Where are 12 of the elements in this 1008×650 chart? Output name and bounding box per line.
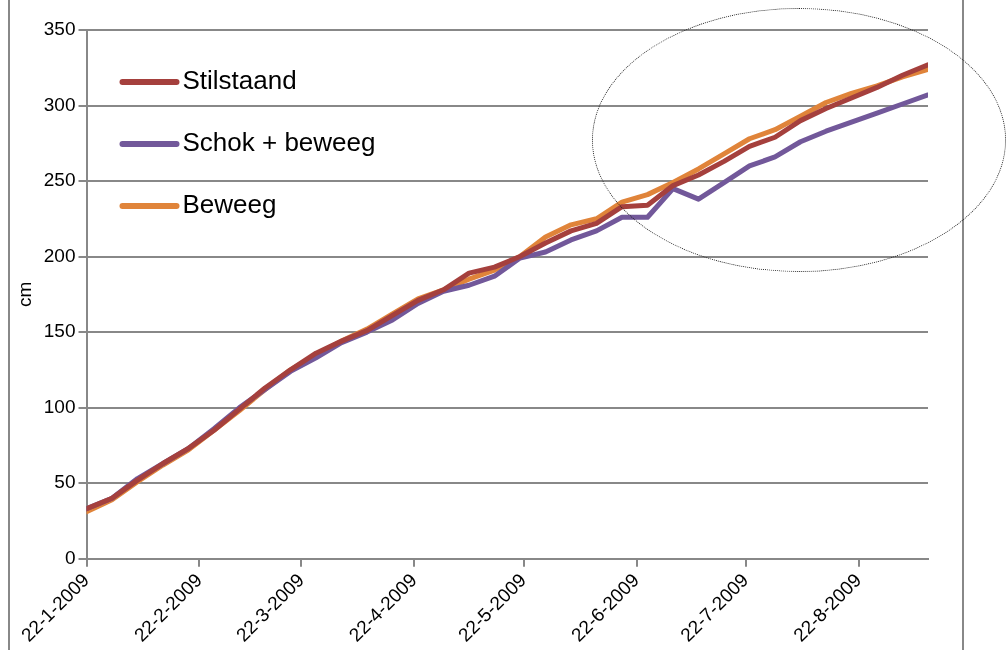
y-tick-label: 0 bbox=[64, 546, 76, 568]
y-axis-title: cm bbox=[13, 281, 35, 307]
y-tick-label: 350 bbox=[43, 18, 76, 40]
y-tick-label: 200 bbox=[43, 244, 76, 266]
legend-label: Beweeg bbox=[182, 189, 277, 220]
y-tick-label: 150 bbox=[43, 320, 76, 342]
legend-label: Stilstaand bbox=[182, 65, 297, 96]
y-tick-label: 50 bbox=[54, 471, 76, 493]
legend-label: Schok + beweeg bbox=[182, 127, 376, 158]
y-tick-label: 300 bbox=[43, 93, 76, 115]
y-tick-label: 250 bbox=[43, 169, 76, 191]
y-tick-label: 100 bbox=[43, 395, 76, 417]
